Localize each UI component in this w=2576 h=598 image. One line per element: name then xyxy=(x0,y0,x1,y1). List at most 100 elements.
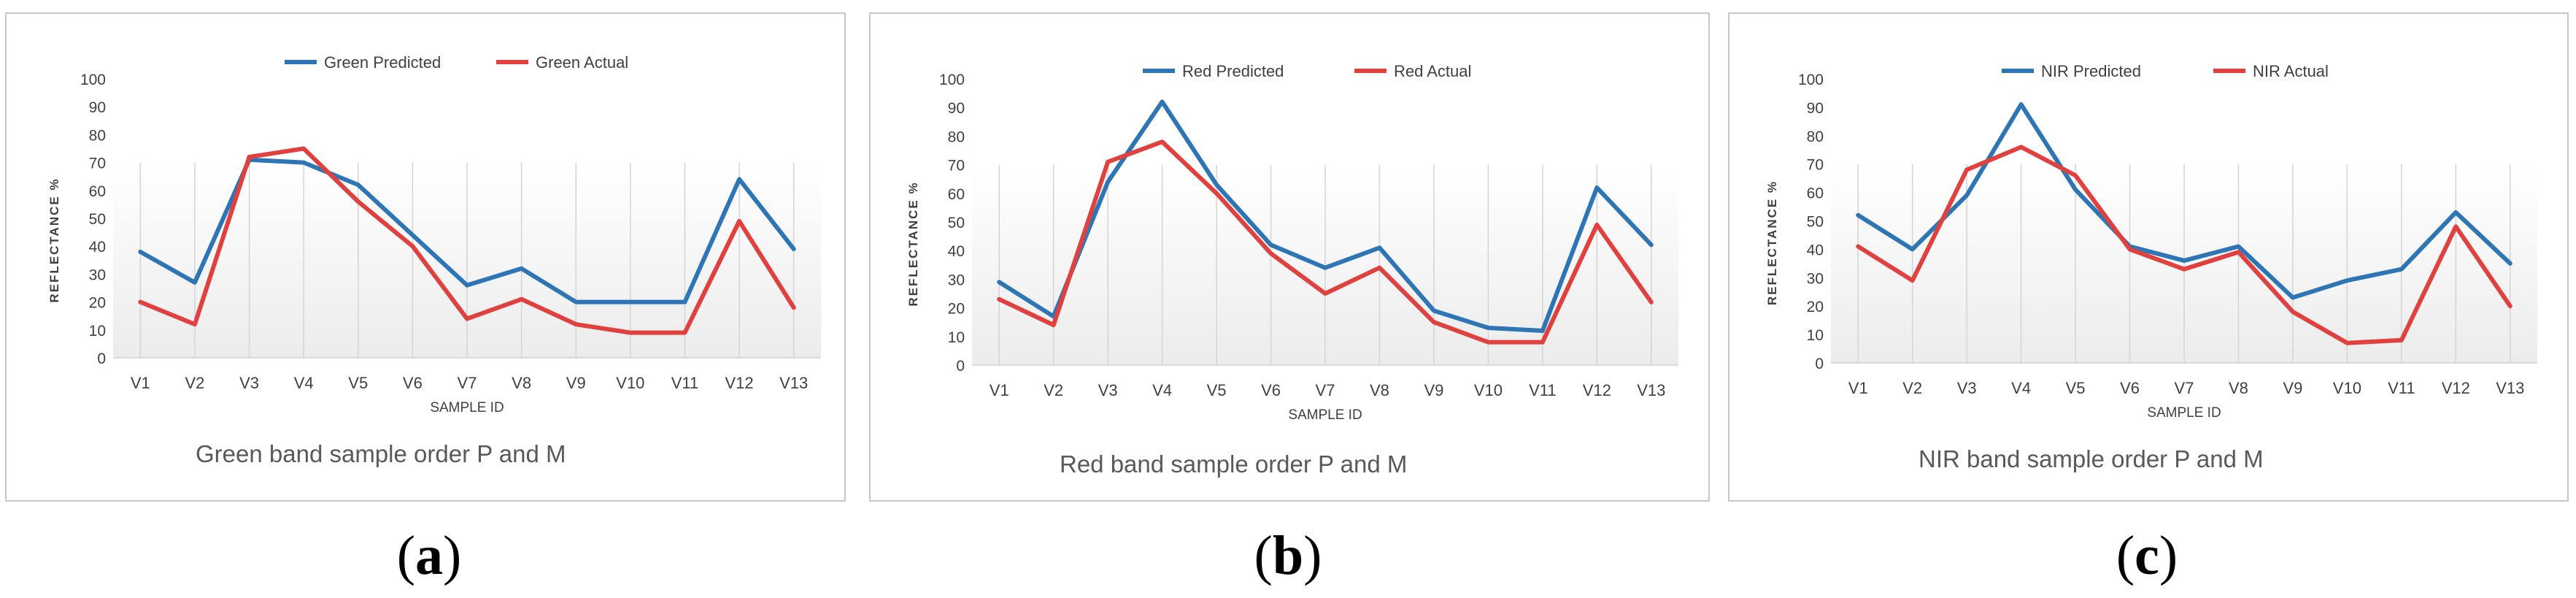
x-tick-label: V8 xyxy=(2229,379,2248,397)
x-tick-label: V12 xyxy=(1583,381,1611,399)
y-tick-label: 0 xyxy=(1815,356,1824,372)
data-point xyxy=(2075,189,2076,191)
data-point xyxy=(1053,324,1054,326)
panel-label-c: (c) xyxy=(2116,525,2178,586)
data-point xyxy=(1378,267,1380,269)
data-point xyxy=(412,245,413,247)
data-point xyxy=(2183,260,2185,261)
y-tick-label: 50 xyxy=(948,215,965,231)
y-tick-label: 10 xyxy=(89,323,106,340)
y-tick-label: 70 xyxy=(948,158,965,175)
y-tick-label: 60 xyxy=(1807,185,1824,202)
y-tick-label: 100 xyxy=(939,72,965,88)
data-point xyxy=(793,248,795,250)
x-tick-label: V11 xyxy=(2388,379,2415,397)
y-tick-label: 80 xyxy=(89,127,106,144)
data-point xyxy=(466,318,468,320)
chart-c: 0 10 20 30 40 50 60 70 80 90 100 V1 V2 V3 V4 V5 V6 V7 V8 V9… xyxy=(1728,12,2569,502)
y-tick-label: 10 xyxy=(948,329,965,346)
data-point xyxy=(1324,267,1326,269)
x-axis-title: SAMPLE ID xyxy=(2147,405,2221,421)
x-tick-label: V7 xyxy=(2175,379,2194,397)
y-tick-label: 0 xyxy=(956,358,965,375)
y-tick-label: 70 xyxy=(1807,157,1824,174)
x-tick-label: V13 xyxy=(1637,381,1665,399)
x-tick-label: V3 xyxy=(1098,381,1118,399)
y-tick-label: 40 xyxy=(1807,242,1824,258)
x-tick-label: V2 xyxy=(1902,379,1922,397)
data-point xyxy=(2346,280,2348,281)
x-tick-label: V10 xyxy=(616,374,644,392)
chart-panel-b: 0 10 20 30 40 50 60 70 80 90 100 V1 V2 V3 V4 V5 V6 V7 V8 V9… xyxy=(859,0,1717,598)
x-tick-label: V5 xyxy=(2066,379,2086,397)
data-point xyxy=(2346,342,2348,344)
data-point xyxy=(998,281,1000,283)
y-tick-label: 60 xyxy=(89,183,106,200)
x-tick-label: V9 xyxy=(2283,379,2302,397)
x-tick-label: V3 xyxy=(239,374,259,392)
x-tick-label: V12 xyxy=(2442,379,2470,397)
data-point xyxy=(1433,310,1435,312)
x-tick-label: V9 xyxy=(566,374,586,392)
x-tick-label: V8 xyxy=(512,374,531,392)
x-tick-label: V1 xyxy=(990,381,1009,399)
chart-title: Green band sample order P and M xyxy=(196,440,566,467)
x-tick-label: V4 xyxy=(1152,381,1172,399)
chart-panel-c: 0 10 20 30 40 50 60 70 80 90 100 V1 V2 V3 V4 V5 V6 V7 V8 V9… xyxy=(1718,0,2576,598)
y-axis-title: REFLECTANCE % xyxy=(47,177,61,302)
panel-label-a: (a) xyxy=(396,525,462,586)
x-tick-label: V12 xyxy=(725,374,753,392)
chart-panel-a: 0 10 20 30 40 50 60 70 80 90 100 V1 V2 V3 V4 V5 V6 V7 V8 V9… xyxy=(0,0,858,598)
x-tick-label: V1 xyxy=(1848,379,1868,397)
y-tick-label: 20 xyxy=(948,301,965,318)
x-tick-label: V4 xyxy=(2011,379,2031,397)
legend-entry: Red Predicted xyxy=(1182,62,1284,80)
y-tick-label: 100 xyxy=(1798,72,1824,88)
y-tick-label: 90 xyxy=(948,100,965,117)
x-tick-label: V2 xyxy=(185,374,204,392)
x-tick-label: V11 xyxy=(1529,381,1557,399)
x-tick-label: V4 xyxy=(294,374,314,392)
panel-label-b: (b) xyxy=(1254,525,1322,586)
chart-title: NIR band sample order P and M xyxy=(1918,445,2264,472)
legend-entry: Red Actual xyxy=(1394,62,1471,80)
y-tick-label: 10 xyxy=(1807,327,1824,344)
x-axis-title: SAMPLE ID xyxy=(430,400,504,415)
chart-a: 0 10 20 30 40 50 60 70 80 90 100 V1 V2 V3 V4 V5 V6 V7 V8 V9… xyxy=(5,12,846,502)
data-point xyxy=(2237,251,2239,253)
y-tick-label: 80 xyxy=(948,129,965,145)
data-point xyxy=(2237,246,2239,248)
x-tick-label: V10 xyxy=(1474,381,1503,399)
legend-entry: Green Actual xyxy=(536,53,628,72)
data-point xyxy=(194,282,196,283)
x-tick-label: V7 xyxy=(1316,381,1335,399)
data-point xyxy=(793,307,795,308)
x-tick-label: V11 xyxy=(671,374,699,392)
data-point xyxy=(1433,321,1435,323)
y-tick-label: 50 xyxy=(1807,214,1824,231)
y-tick-label: 20 xyxy=(89,295,106,312)
data-point xyxy=(2129,248,2131,250)
x-tick-label: V6 xyxy=(2120,379,2140,397)
data-point xyxy=(1912,280,1913,281)
data-point xyxy=(139,251,141,253)
data-point xyxy=(521,268,522,269)
data-point xyxy=(1053,315,1054,317)
legend-entry: Green Predicted xyxy=(324,53,441,72)
data-point xyxy=(739,179,740,180)
y-tick-label: 70 xyxy=(89,156,106,172)
x-tick-label: V5 xyxy=(348,374,368,392)
data-point xyxy=(1912,248,1913,250)
data-point xyxy=(412,234,413,236)
y-axis-title: REFLECTANCE % xyxy=(1765,180,1779,305)
x-tick-label: V5 xyxy=(1207,381,1227,399)
data-point xyxy=(1857,246,1859,248)
legend-entry: NIR Actual xyxy=(2253,62,2329,80)
x-tick-label: V2 xyxy=(1044,381,1063,399)
data-point xyxy=(1487,327,1489,329)
y-tick-label: 80 xyxy=(1807,129,1824,145)
data-point xyxy=(2075,175,2076,176)
y-tick-label: 0 xyxy=(97,350,106,367)
y-tick-label: 20 xyxy=(1807,299,1824,315)
x-tick-label: V6 xyxy=(403,374,423,392)
